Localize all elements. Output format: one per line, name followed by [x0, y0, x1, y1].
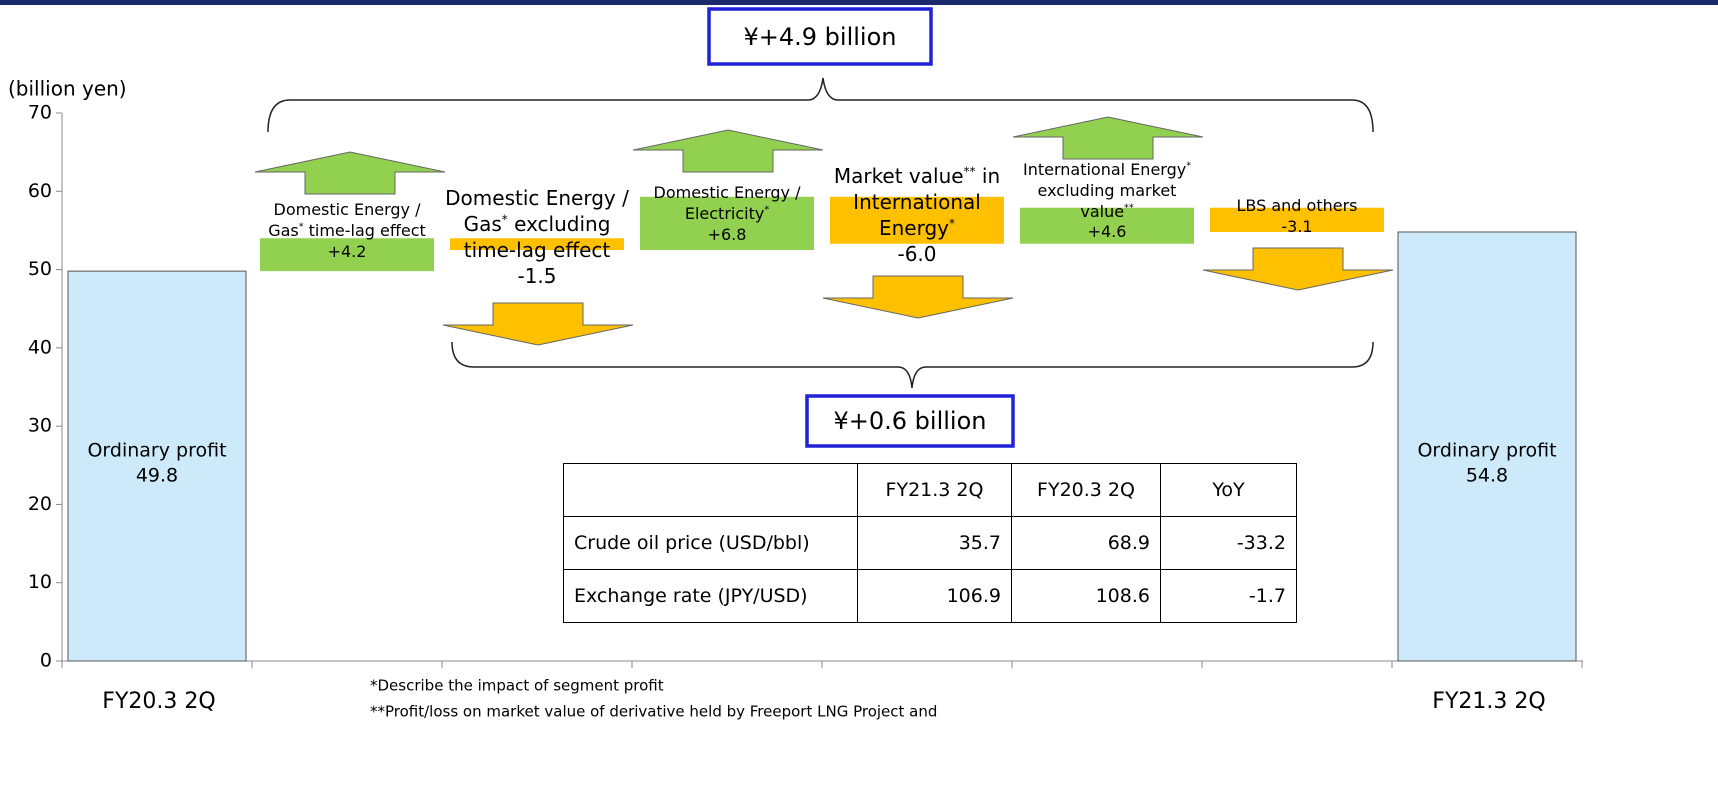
table-cell: YoY [1160, 463, 1297, 517]
arrow [822, 275, 1014, 319]
table-cell: 68.9 [1011, 516, 1161, 570]
segment-label: LBS and others [1236, 196, 1358, 215]
table-cell: Crude oil price (USD/bbl) [563, 516, 858, 570]
bracket-label: ¥+0.6 billion [834, 407, 987, 435]
segment-label: International Energy* excluding market v… [1022, 160, 1191, 221]
arrow [632, 129, 824, 173]
value-label: 54.8 [1466, 465, 1508, 487]
value-label: +4.6 [1087, 222, 1127, 241]
arrow [254, 151, 446, 195]
y-tick-label: 10 [28, 571, 52, 593]
decrease-bar [1210, 207, 1384, 232]
arrow [1202, 247, 1394, 291]
segment-label: Domestic Energy / Gas* excluding time-la… [445, 186, 629, 262]
table-cell: -33.2 [1160, 516, 1297, 570]
table-cell: 106.9 [857, 569, 1012, 623]
increase-bar [260, 238, 434, 272]
table-cell: FY21.3 2Q [857, 463, 1012, 517]
segment-label: Market value** in International Energy* [833, 164, 1001, 240]
y-tick-label: 70 [28, 102, 52, 124]
value-label: 49.8 [136, 465, 178, 487]
value-label: -6.0 [897, 242, 937, 266]
data-table: FY21.3 2Q FY20.3 2Q YoY Crude oil price (US… [563, 463, 1297, 623]
y-tick-label: 30 [28, 415, 52, 437]
top-strip [0, 0, 1718, 5]
table-cell: FY20.3 2Q [1011, 463, 1161, 517]
footnote: **Profit/loss on market value of derivat… [370, 703, 937, 721]
arrow [1012, 116, 1204, 160]
y-tick-label: 20 [28, 493, 52, 515]
value-label: -1.5 [517, 264, 557, 288]
y-tick-label: 60 [28, 180, 52, 202]
total-bar [1397, 231, 1577, 662]
table-cell: Exchange rate (JPY/USD) [563, 569, 858, 623]
value-label: +6.8 [707, 225, 747, 244]
increase-bar [1020, 207, 1194, 244]
footnote: *Describe the impact of segment profit [370, 677, 664, 695]
table-cell: -1.7 [1160, 569, 1297, 623]
x-tick-label: FY20.3 2Q [102, 689, 215, 714]
total-bar [67, 270, 247, 662]
table-cell [563, 463, 858, 517]
bracket [267, 77, 1374, 133]
bracket-label: ¥+4.9 billion [744, 23, 897, 51]
increase-bar [640, 196, 814, 250]
decrease-bar [830, 196, 1004, 244]
segment-label: Domestic Energy / Electricity* [653, 183, 801, 223]
arrow [442, 302, 634, 346]
y-tick-label: 40 [28, 336, 52, 358]
y-tick-label: 0 [40, 650, 52, 672]
x-tick-label: FY21.3 2Q [1432, 689, 1545, 714]
bracket-box [707, 7, 933, 66]
bar-label: Ordinary profit [1417, 440, 1556, 462]
bar-label: Ordinary profit [87, 440, 226, 462]
bracket-box [805, 394, 1015, 448]
value-label: +4.2 [327, 242, 367, 261]
decrease-bar [450, 238, 624, 250]
table-cell: 35.7 [857, 516, 1012, 570]
bracket [451, 341, 1374, 389]
segment-label: Domestic Energy / Gas* time-lag effect [268, 200, 426, 240]
value-label: -3.1 [1281, 217, 1313, 236]
table-cell: 108.6 [1011, 569, 1161, 623]
y-axis-label: (billion yen) [8, 77, 127, 101]
y-tick-label: 50 [28, 258, 52, 280]
